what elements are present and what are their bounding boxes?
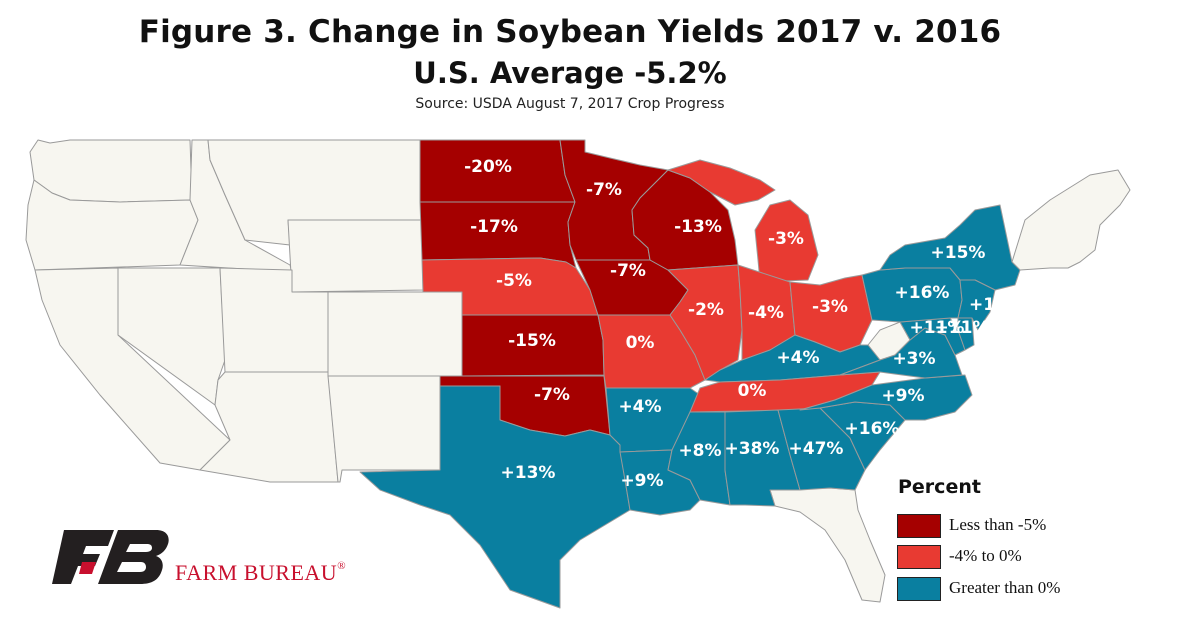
state-label-va: +3% bbox=[892, 349, 935, 369]
no-data-states bbox=[25, 139, 1131, 603]
state-label-la: +9% bbox=[620, 471, 663, 491]
state-label-sd: -17% bbox=[470, 217, 518, 237]
state-tx bbox=[359, 385, 631, 609]
state-label-md: +11% bbox=[910, 318, 965, 338]
state-ne-region bbox=[1011, 169, 1131, 271]
state-label-ky: +4% bbox=[776, 348, 819, 368]
state-label-ga: +47% bbox=[789, 439, 844, 459]
state-label-wi: -13% bbox=[674, 217, 722, 237]
legend-label: Less than -5% bbox=[949, 515, 1047, 534]
state-label-ok: -7% bbox=[534, 385, 570, 405]
map-title: Figure 3. Change in Soybean Yields 2017 … bbox=[138, 14, 1002, 50]
state-label-mo: 0% bbox=[626, 333, 655, 353]
state-label-nj: +11 bbox=[969, 295, 1007, 315]
state-mi bbox=[667, 159, 819, 283]
state-label-mi: -3% bbox=[768, 229, 804, 249]
brand-text: FARM BUREAU bbox=[175, 560, 338, 585]
state-label-in: -4% bbox=[748, 303, 784, 323]
state-az bbox=[199, 371, 339, 483]
map-source: Source: USDA August 7, 2017 Crop Progres… bbox=[415, 96, 725, 112]
state-wy bbox=[287, 219, 424, 293]
state-labels: -20% -17% -5% -15% -7% +13% -7% -7% 0% +4% +9% -13%… bbox=[464, 157, 1007, 491]
state-label-oh: -3% bbox=[812, 297, 848, 317]
state-ny bbox=[879, 204, 1021, 291]
state-label-ny: +15% bbox=[931, 243, 986, 263]
legend-label: -4% to 0% bbox=[949, 546, 1022, 565]
farm-bureau-logo bbox=[52, 530, 169, 584]
legend-title: Percent bbox=[898, 476, 981, 498]
state-label-de: +11% bbox=[935, 318, 990, 338]
state-label-ne: -5% bbox=[496, 271, 532, 291]
state-label-tn: 0% bbox=[738, 381, 767, 401]
state-label-sc: +16% bbox=[845, 419, 900, 439]
state-label-nd: -20% bbox=[464, 157, 512, 177]
state-label-nc: +9% bbox=[881, 386, 924, 406]
state-label-ks: -15% bbox=[508, 331, 556, 351]
registered-mark: ® bbox=[337, 560, 347, 572]
state-md bbox=[899, 317, 966, 356]
state-label-ia: -7% bbox=[610, 261, 646, 281]
legend-swatch bbox=[897, 545, 941, 569]
legend-swatch bbox=[897, 577, 941, 601]
state-label-il: -2% bbox=[688, 300, 724, 320]
map-subtitle: U.S. Average -5.2% bbox=[413, 56, 727, 90]
state-label-mn: -7% bbox=[586, 180, 622, 200]
state-wa bbox=[29, 139, 193, 203]
state-fl bbox=[769, 487, 886, 603]
state-label-al: +38% bbox=[725, 439, 780, 459]
state-label-ar: +4% bbox=[618, 397, 661, 417]
state-nj bbox=[957, 279, 996, 331]
state-label-ms: +8% bbox=[678, 441, 721, 461]
data-states bbox=[359, 139, 1021, 609]
legend-label: Greater than 0% bbox=[949, 578, 1061, 597]
state-label-tx: +13% bbox=[501, 463, 556, 483]
state-label-pa: +16% bbox=[895, 283, 950, 303]
state-co bbox=[327, 291, 463, 377]
brand-name: FARM BUREAU® bbox=[175, 560, 346, 586]
legend-swatch bbox=[897, 514, 941, 538]
state-nm bbox=[327, 375, 441, 483]
